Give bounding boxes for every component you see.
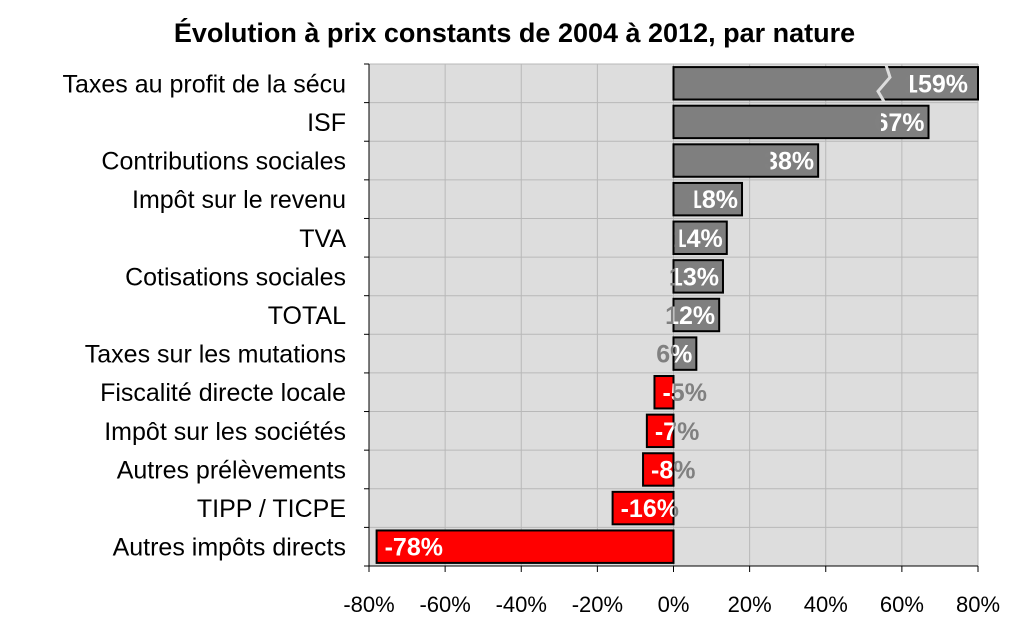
category-label: Fiscalité directe locale [100, 379, 346, 407]
category-label: Cotisations sociales [125, 263, 346, 291]
data-label: 14% [673, 225, 723, 253]
bar [672, 297, 721, 333]
data-label: 67% [874, 109, 924, 137]
category-label: ISF [307, 109, 346, 137]
data-label: -16% [621, 495, 679, 523]
bar [672, 66, 979, 101]
category-label: Impôt sur le revenu [132, 186, 346, 214]
x-tick-label: 20% [728, 592, 772, 617]
bar [672, 104, 930, 140]
bar [375, 529, 675, 564]
data-label: 38% [764, 148, 814, 176]
bar [672, 336, 698, 371]
category-label: TIPP / TICPE [197, 495, 346, 523]
x-tick-label: -60% [419, 592, 470, 617]
bar [672, 181, 744, 217]
chart-title: Évolution à prix constants de 2004 à 201… [173, 18, 856, 48]
data-label: -7% [655, 418, 699, 446]
x-tick-label: -80% [343, 592, 394, 617]
x-tick-label: 60% [880, 592, 924, 617]
x-tick-label: -20% [572, 592, 623, 617]
x-tick-label: 40% [804, 592, 848, 617]
bar [611, 490, 675, 526]
x-tick-label: -40% [496, 592, 547, 617]
category-label: Taxes sur les mutations [85, 341, 346, 369]
category-label: Autres impôts directs [113, 534, 346, 562]
x-tick-label: 80% [956, 592, 1000, 617]
bar [645, 413, 675, 449]
data-label: -8% [651, 456, 695, 484]
category-label: Impôt sur les sociétés [104, 418, 346, 446]
data-label: -78% [385, 534, 443, 562]
data-label: 159% [904, 70, 968, 98]
data-label: 13% [669, 263, 719, 291]
data-label: 18% [688, 186, 738, 214]
bar [642, 452, 675, 487]
category-label: Contributions sociales [101, 148, 346, 176]
category-label: Taxes au profit de la sécu [63, 70, 347, 98]
data-label: 12% [665, 302, 715, 330]
category-label: Autres prélèvements [117, 456, 346, 484]
category-label: TVA [299, 225, 346, 253]
bar [653, 375, 675, 410]
axis-break-marker [876, 64, 892, 103]
category-label: TOTAL [268, 302, 346, 330]
bar [672, 259, 724, 294]
x-tick-label: 0% [658, 592, 690, 617]
data-label: 6% [656, 341, 692, 369]
bar [672, 220, 728, 255]
bar [672, 143, 820, 178]
data-label: -5% [662, 379, 706, 407]
